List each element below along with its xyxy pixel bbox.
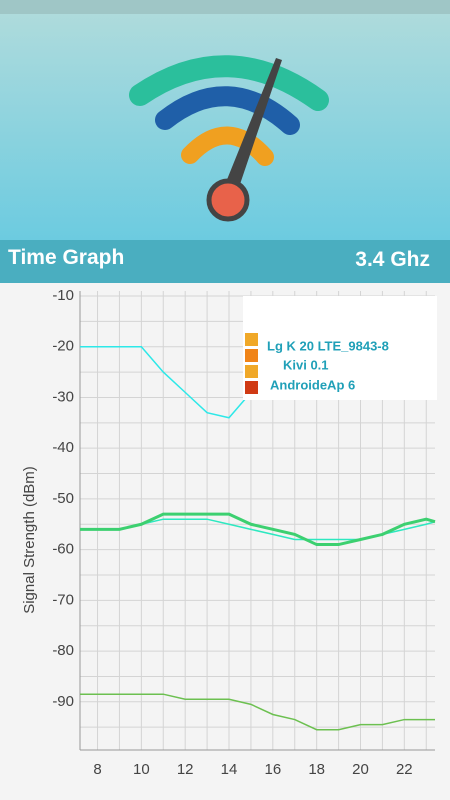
title-bar: Time Graph 3.4 Ghz — [0, 240, 450, 283]
legend-label: Lg K 20 LTE_9843-8 — [267, 338, 389, 353]
legend-swatch — [245, 365, 258, 378]
series-line — [80, 518, 436, 541]
x-tick-label: 20 — [352, 761, 369, 778]
series-line — [80, 512, 436, 547]
y-tick-label: -70 — [52, 591, 74, 608]
screen-title: Time Graph — [8, 246, 125, 269]
header-graphic — [0, 0, 450, 240]
y-tick-label: -30 — [52, 388, 74, 405]
x-tick-label: 16 — [264, 761, 281, 778]
legend-swatch — [245, 333, 258, 346]
series-line — [80, 345, 252, 419]
legend-swatch — [245, 381, 258, 394]
y-axis-label: Signal Strength (dBm) — [21, 466, 38, 614]
x-tick-label: 14 — [221, 761, 238, 778]
y-tick-label: -10 — [52, 287, 74, 304]
y-tick-label: -50 — [52, 490, 74, 507]
x-tick-label: 12 — [177, 761, 194, 778]
legend-label: AndroideAp 6 — [270, 377, 355, 392]
y-tick-label: -20 — [52, 338, 74, 355]
x-tick-label: 22 — [396, 761, 413, 778]
legend-box — [243, 296, 437, 400]
y-tick-label: -80 — [52, 642, 74, 659]
x-tick-label: 10 — [133, 761, 150, 778]
legend-label: Kivi 0.1 — [283, 357, 329, 372]
x-tick-label: 18 — [308, 761, 325, 778]
legend-swatch — [245, 349, 258, 362]
frequency: 3.4 Ghz — [355, 248, 430, 271]
y-tick-label: -40 — [52, 439, 74, 456]
x-tick-label: 8 — [93, 761, 101, 778]
y-tick-label: -60 — [52, 541, 74, 558]
y-tick-label: -90 — [52, 693, 74, 710]
series-line — [80, 693, 435, 731]
chart: Signal Strength (dBm) 8 10 12 14 16 18 20 22 -10… — [21, 287, 437, 778]
